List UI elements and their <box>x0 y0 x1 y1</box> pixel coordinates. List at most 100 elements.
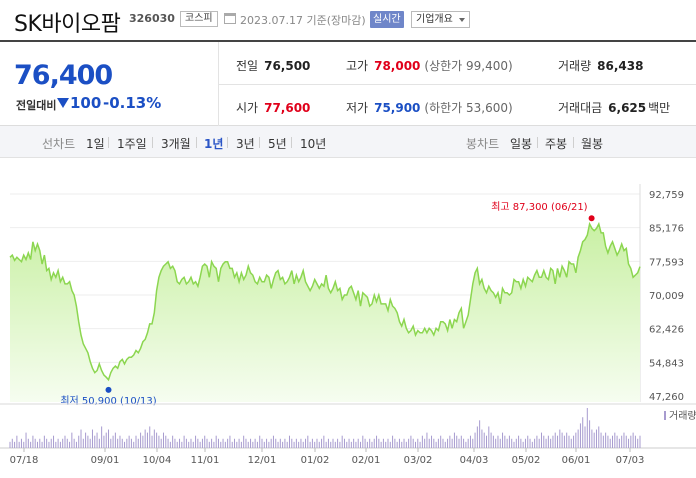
period-tab[interactable]: 5년 <box>268 137 287 151</box>
volume-bar <box>128 435 130 448</box>
volume-bar <box>486 435 488 448</box>
volume-bar <box>195 435 197 448</box>
divider <box>108 137 109 148</box>
x-tick-label: 10/04 <box>143 455 172 466</box>
volume-bar <box>94 435 96 448</box>
volume-bar <box>124 441 126 448</box>
volume-bar <box>371 441 373 448</box>
volume-bar <box>563 435 565 448</box>
stat-label: 시가 <box>236 101 259 115</box>
volume-bar <box>632 432 634 448</box>
volume-bar <box>39 438 41 448</box>
volume-bar <box>630 435 632 448</box>
chevron-down-icon <box>458 18 465 22</box>
volume-bar <box>616 435 618 448</box>
volume-bar <box>325 441 327 448</box>
y-tick-label: 77,593 <box>649 257 684 268</box>
volume-bar <box>135 435 137 448</box>
volume-bar <box>392 435 394 448</box>
volume-bar <box>192 441 194 448</box>
volume-bar <box>536 435 538 448</box>
volume-bar <box>217 438 219 448</box>
period-tab[interactable]: 1주일 <box>117 137 147 151</box>
volume-bar <box>600 432 602 448</box>
volume-bar <box>149 426 151 448</box>
volume-bar <box>573 435 575 448</box>
volume-bar <box>376 435 378 448</box>
period-tab[interactable]: 3년 <box>236 137 255 151</box>
company-info-dropdown[interactable]: 기업개요 <box>411 11 470 28</box>
volume-bar <box>295 438 297 448</box>
volume-bar <box>577 429 579 448</box>
volume-bar <box>87 435 89 448</box>
volume-bar <box>355 441 357 448</box>
y-tick-label: 62,426 <box>649 325 684 336</box>
volume-bar <box>133 441 135 448</box>
stat-sub: (상한가 99,400) <box>424 59 513 73</box>
volume-bar <box>586 408 588 448</box>
volume-bar <box>208 441 210 448</box>
change-label: 전일대비 <box>16 99 57 112</box>
period-tab-active[interactable]: 1년 <box>204 137 224 151</box>
volume-bar <box>527 435 529 448</box>
volume-bar <box>618 438 620 448</box>
volume-bar <box>153 429 155 448</box>
volume-bar <box>201 438 203 448</box>
volume-bar <box>69 441 71 448</box>
price-chart[interactable]: 92,759 85,176 77,593 70,009 62,426 54,843 47,2… <box>0 158 696 478</box>
volume-bar <box>222 438 224 448</box>
volume-bar <box>410 435 412 448</box>
period-tab[interactable]: 1일 <box>86 137 105 151</box>
volume-bar <box>625 435 627 448</box>
y-tick-label: 85,176 <box>649 224 684 235</box>
x-tick-label: 06/01 <box>562 455 591 466</box>
candle-tab[interactable]: 월봉 <box>581 137 604 151</box>
divider <box>259 137 260 148</box>
price-summary: 76,400 전일대비 100 -0.13% 전일 76,500 고가 78,000… <box>0 40 696 127</box>
volume-bar <box>552 435 554 448</box>
volume-bar <box>231 441 233 448</box>
volume-bar <box>80 429 82 448</box>
volume-bar <box>591 429 593 448</box>
volume-bar <box>614 432 616 448</box>
volume-bar <box>204 435 206 448</box>
volume-bar <box>121 438 123 448</box>
volume-bar <box>398 438 400 448</box>
candle-tab[interactable]: 일봉 <box>510 137 533 151</box>
volume-bar <box>66 438 68 448</box>
volume-bar <box>190 438 192 448</box>
volume-bar <box>401 441 403 448</box>
realtime-button[interactable]: 실시간 <box>370 11 404 28</box>
volume-bar <box>270 438 272 448</box>
volume-bar <box>431 435 433 448</box>
volume-bar <box>566 432 568 448</box>
stat-value: 6,625 <box>608 101 647 115</box>
volume-bar <box>279 438 281 448</box>
volume-bar <box>382 438 384 448</box>
volume-bar <box>472 438 474 448</box>
volume-bar <box>492 435 494 448</box>
volume-bar <box>428 438 430 448</box>
x-tick-label: 04/03 <box>460 455 489 466</box>
volume-bar <box>582 417 584 448</box>
volume-bar <box>27 438 29 448</box>
volume-bar <box>144 429 146 448</box>
volume-bar <box>460 435 462 448</box>
period-tab[interactable]: 3개월 <box>161 137 191 151</box>
period-tab[interactable]: 10년 <box>300 137 327 151</box>
volume-bar <box>529 438 531 448</box>
volume-bar <box>160 438 162 448</box>
volume-bar <box>188 441 190 448</box>
candle-tab[interactable]: 주봉 <box>545 137 568 151</box>
x-tick-label: 12/01 <box>248 455 277 466</box>
volume-bar <box>637 438 639 448</box>
volume-bar <box>64 435 66 448</box>
stock-name: SK바이오팜 <box>14 12 121 37</box>
volume-bar <box>266 438 268 448</box>
volume-bar <box>36 441 38 448</box>
x-axis-ticks: 07/18 09/01 10/04 11/01 12/01 01/02 02/01 03/02… <box>10 448 644 466</box>
volume-bar <box>403 438 405 448</box>
volume-bar <box>91 429 93 448</box>
volume-bar <box>550 438 552 448</box>
x-tick-label: 09/01 <box>91 455 120 466</box>
